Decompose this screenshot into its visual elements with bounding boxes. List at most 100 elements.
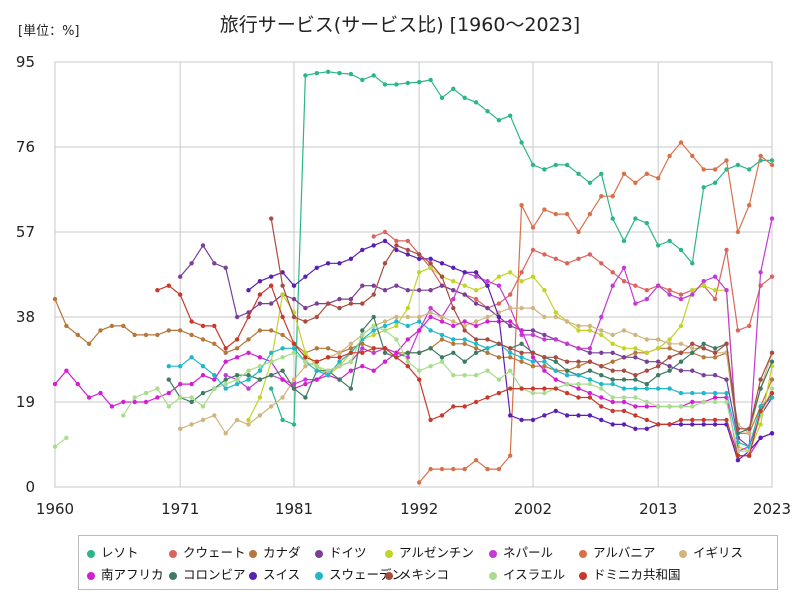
data-point — [303, 355, 308, 360]
data-point — [530, 359, 536, 364]
data-point — [690, 417, 695, 423]
data-point — [360, 283, 365, 288]
data-point — [280, 355, 285, 360]
data-point — [291, 350, 297, 355]
data-point — [382, 350, 388, 355]
data-point — [735, 162, 741, 168]
data-point — [405, 314, 410, 320]
data-point — [428, 310, 433, 315]
data-point — [291, 283, 297, 288]
data-point — [667, 292, 672, 297]
legend-swatch — [489, 549, 497, 558]
data-point — [633, 350, 638, 355]
data-point — [303, 364, 308, 369]
data-point — [371, 368, 376, 373]
data-point — [178, 381, 183, 387]
data-point — [587, 180, 593, 185]
data-point — [735, 440, 741, 445]
data-point — [451, 319, 456, 324]
x-tick-label: 2013 — [639, 500, 677, 518]
data-point — [508, 319, 513, 324]
data-point — [371, 292, 376, 297]
plot-frame — [54, 61, 773, 488]
data-point — [599, 350, 604, 355]
data-point — [530, 350, 536, 355]
data-point — [747, 453, 752, 458]
data-point — [724, 288, 729, 293]
data-point — [405, 288, 410, 293]
data-point — [564, 359, 570, 364]
data-point — [485, 346, 490, 351]
data-point — [451, 323, 456, 329]
data-point — [473, 296, 479, 302]
data-point — [610, 283, 615, 288]
data-point — [712, 274, 718, 279]
data-point — [246, 368, 251, 373]
data-point — [656, 283, 661, 288]
data-point — [337, 377, 342, 382]
data-point — [417, 79, 422, 85]
data-point — [508, 453, 513, 458]
data-point — [348, 350, 354, 355]
data-point — [667, 386, 672, 391]
data-point — [758, 408, 763, 414]
data-point — [325, 69, 331, 75]
legend-swatch — [385, 571, 393, 580]
data-point — [690, 422, 695, 427]
data-point — [257, 301, 263, 306]
data-point — [508, 292, 513, 297]
data-point — [678, 417, 684, 423]
legend-swatch — [249, 549, 257, 558]
data-point — [223, 377, 228, 382]
data-point — [644, 350, 649, 355]
data-point — [678, 350, 684, 355]
data-point — [348, 256, 354, 261]
data-point — [405, 323, 410, 329]
data-point — [462, 373, 467, 378]
data-point — [599, 194, 604, 199]
data-point — [166, 328, 171, 333]
legend-item: 南アフリカ — [87, 564, 164, 583]
data-point — [530, 386, 536, 391]
data-point — [382, 288, 388, 293]
data-point — [234, 355, 240, 360]
data-point — [451, 341, 456, 346]
data-point — [735, 426, 741, 431]
data-point — [417, 377, 422, 382]
data-point — [417, 319, 422, 324]
legend-label: 南アフリカ — [101, 567, 164, 582]
data-point — [621, 368, 627, 373]
data-point — [701, 390, 706, 396]
data-point — [462, 292, 467, 297]
data-point — [712, 288, 718, 293]
series-line — [225, 218, 773, 453]
data-point — [690, 346, 695, 351]
data-point — [451, 373, 456, 378]
data-point — [678, 292, 684, 297]
data-point — [621, 408, 627, 414]
data-point — [337, 296, 342, 302]
data-point — [439, 283, 445, 288]
data-point — [223, 373, 228, 378]
data-point — [303, 381, 308, 387]
x-tick-label: 1992 — [400, 500, 438, 518]
data-point — [712, 373, 718, 378]
data-point — [508, 323, 513, 329]
data-point — [439, 261, 445, 266]
data-point — [712, 180, 718, 185]
data-point — [439, 359, 445, 364]
legend-label: スイス — [263, 567, 301, 582]
data-point — [485, 395, 490, 400]
data-point — [542, 413, 547, 418]
data-point — [519, 270, 524, 275]
data-point — [758, 153, 763, 159]
data-point — [530, 332, 536, 338]
data-point — [724, 341, 729, 346]
data-point — [610, 194, 615, 199]
data-point — [337, 261, 342, 266]
data-point — [246, 422, 251, 427]
legend-label: ドミニカ共和国 — [593, 567, 681, 582]
legend: レソト クウェート カナダ ドイツ アルゼンチン ネパール アルバニア イギリス 南アフリカ コロ… — [78, 535, 778, 590]
data-point — [496, 355, 502, 360]
legend-swatch — [489, 571, 497, 580]
